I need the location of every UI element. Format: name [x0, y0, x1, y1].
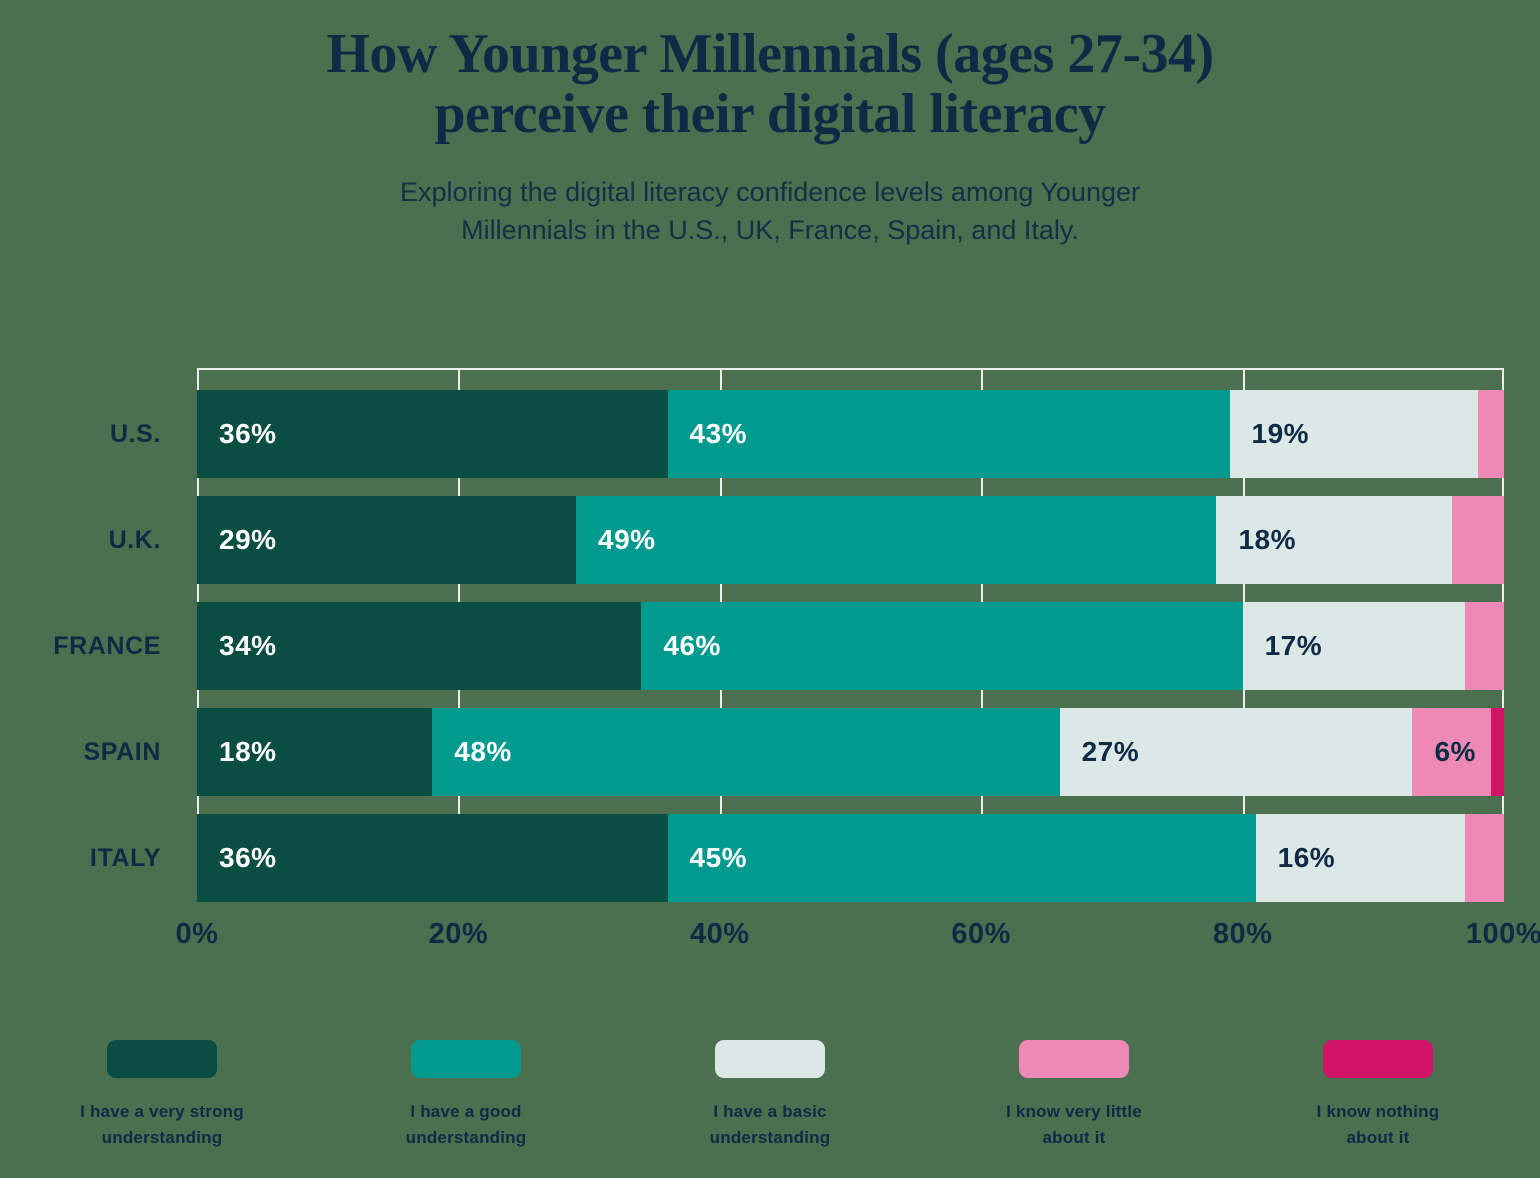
- x-tick-label-0: 0%: [175, 918, 219, 950]
- bar-segment[interactable]: 29%: [197, 496, 577, 584]
- bar-segment[interactable]: 46%: [641, 602, 1243, 690]
- legend-swatch-icon: [107, 1040, 217, 1078]
- bar-segment-label: 45%: [689, 842, 748, 873]
- row-label-spain: SPAIN: [83, 738, 161, 766]
- legend-label-line-2: understanding: [405, 1127, 527, 1147]
- legend-label-line-2: about it: [1346, 1127, 1410, 1147]
- bar-segment-label: 18%: [219, 736, 277, 767]
- bar-row: ITALY 36% 45% 16%: [90, 814, 1504, 902]
- bar-segment[interactable]: [1464, 602, 1504, 690]
- bar-segment[interactable]: 49%: [576, 496, 1217, 584]
- legend-label-line-1: I have a very strong: [80, 1102, 244, 1121]
- bar-segment-label: 46%: [663, 630, 721, 661]
- bar-segment[interactable]: 18%: [1216, 496, 1452, 584]
- legend-swatch-icon: [1019, 1040, 1129, 1078]
- bar-segment-label: 17%: [1264, 630, 1323, 661]
- x-tick-label-40: 40%: [690, 918, 750, 950]
- x-tick-label-100: 100%: [1465, 918, 1540, 950]
- legend-label-line-1: I have a basic: [713, 1102, 827, 1121]
- chart-legend: I have a very strong understanding I have …: [0, 1040, 1540, 1150]
- row-label-uk: U.K.: [108, 526, 161, 554]
- bar-segment-label: 34%: [219, 630, 277, 661]
- bar-row: FRANCE 34% 46% 17%: [53, 602, 1504, 690]
- legend-swatch-icon: [411, 1040, 521, 1078]
- bar-segment[interactable]: 17%: [1242, 602, 1465, 690]
- page-subtitle: Exploring the digital literacy confidenc…: [0, 173, 1540, 250]
- axis-rule-top: [197, 368, 1504, 370]
- legend-label-line-2: understanding: [101, 1127, 223, 1147]
- legend-swatch-icon: [715, 1040, 825, 1078]
- title-line-2: perceive their digital literacy: [434, 83, 1106, 146]
- bar-segment[interactable]: 36%: [197, 390, 668, 478]
- legend-label: I have a good understanding: [406, 1099, 527, 1150]
- bar-segment[interactable]: [1477, 390, 1504, 478]
- subtitle-line-1: Exploring the digital literacy confidenc…: [400, 176, 1140, 207]
- legend-label: I have a basic understanding: [710, 1099, 831, 1150]
- legend-item[interactable]: I have a very strong understanding: [67, 1040, 257, 1150]
- bar-segment-label: 6%: [1434, 736, 1476, 767]
- legend-item[interactable]: I have a basic understanding: [675, 1040, 865, 1150]
- bar-segment[interactable]: 43%: [667, 390, 1230, 478]
- legend-label-line-2: understanding: [709, 1127, 831, 1147]
- bar-segment[interactable]: [1451, 496, 1504, 584]
- bar-row: U.S. 36% 43% 19%: [110, 390, 1504, 478]
- bar-segment-label: 36%: [219, 842, 277, 873]
- legend-item[interactable]: I know very little about it: [979, 1040, 1169, 1150]
- bar-segment-label: 43%: [689, 418, 748, 449]
- bar-segment[interactable]: 6%: [1412, 708, 1491, 796]
- legend-label-line-2: about it: [1042, 1127, 1106, 1147]
- legend-label: I know very little about it: [1006, 1099, 1142, 1150]
- bar-segment-label: 29%: [219, 524, 277, 555]
- row-label-france: FRANCE: [53, 632, 161, 660]
- x-tick-label-80: 80%: [1212, 918, 1273, 950]
- bar-segment[interactable]: 48%: [432, 708, 1060, 796]
- legend-item[interactable]: I know nothing about it: [1283, 1040, 1473, 1150]
- bar-segment[interactable]: [1490, 708, 1504, 796]
- legend-item[interactable]: I have a good understanding: [371, 1040, 561, 1150]
- bar-segment[interactable]: 16%: [1255, 814, 1465, 902]
- legend-label-line-1: I have a good: [410, 1102, 522, 1121]
- bar-segment-label: 27%: [1081, 736, 1140, 767]
- chart-plot-area: U.S. 36% 43% 19% U.K. 29% 49% 18% FRANCE 34% 46% 17…: [53, 368, 1504, 902]
- x-tick-label-60: 60%: [951, 918, 1011, 950]
- legend-label: I have a very strong understanding: [80, 1099, 244, 1150]
- legend-label-line-1: I know nothing: [1316, 1102, 1440, 1121]
- bar-segment[interactable]: 19%: [1229, 390, 1478, 478]
- bar-segment-label: 36%: [219, 418, 277, 449]
- subtitle-line-2: Millennials in the U.S., UK, France, Spa…: [461, 215, 1079, 246]
- title-line-1: How Younger Millennials (ages 27-34): [326, 23, 1214, 85]
- chart-plot-wrapper: U.S. 36% 43% 19% U.K. 29% 49% 18% FRANCE 34% 46% 17…: [0, 368, 1540, 902]
- x-tick-label-20: 20%: [428, 918, 489, 950]
- bar-segment[interactable]: [1464, 814, 1504, 902]
- bar-segment-label: 49%: [598, 524, 656, 555]
- bar-row: U.K. 29% 49% 18%: [109, 496, 1504, 584]
- bar-row: SPAIN 18% 48% 27% 6%: [83, 708, 1504, 796]
- bar-segment-label: 48%: [454, 736, 512, 767]
- row-label-italy: ITALY: [89, 844, 161, 872]
- bar-segment-label: 18%: [1238, 524, 1296, 555]
- bar-segment-label: 16%: [1277, 842, 1336, 873]
- legend-swatch-icon: [1323, 1040, 1433, 1078]
- page-title: How Younger Millennials (ages 27-34) per…: [0, 0, 1540, 145]
- bar-segment[interactable]: 45%: [667, 814, 1256, 902]
- x-axis-tick-labels: 0% 20% 40% 60% 80% 100%: [176, 918, 1540, 968]
- bar-segment[interactable]: 18%: [197, 708, 433, 796]
- legend-label: I know nothing about it: [1317, 1099, 1440, 1150]
- bar-segment[interactable]: 36%: [197, 814, 668, 902]
- bar-segment[interactable]: 34%: [197, 602, 642, 690]
- bar-segment[interactable]: 27%: [1059, 708, 1413, 796]
- legend-label-line-1: I know very little: [1006, 1102, 1142, 1121]
- bar-segment-label: 19%: [1251, 418, 1310, 449]
- row-label-us: U.S.: [109, 420, 161, 448]
